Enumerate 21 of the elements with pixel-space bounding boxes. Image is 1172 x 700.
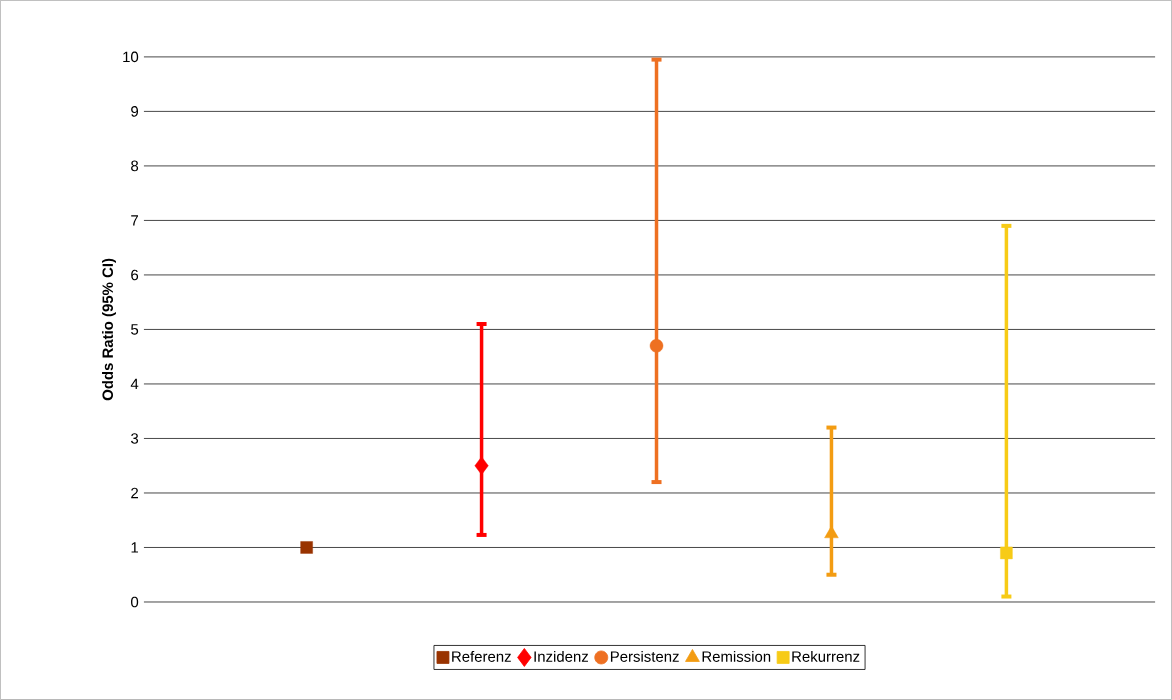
legend-label: Remission [702, 650, 771, 662]
legend-label: Rekurrenz [792, 650, 860, 662]
y-axis-title: Odds Ratio (95% CI) [102, 258, 116, 401]
legend-label: Inzidenz [534, 650, 588, 662]
y-tick-label: 5 [131, 324, 139, 335]
y-tick-label: 3 [131, 433, 139, 444]
y-tick-label: 0 [131, 596, 139, 608]
y-tick-label: 9 [131, 106, 139, 117]
point [1000, 546, 1013, 560]
y-tick-label: 2 [131, 487, 138, 499]
y-tick-label: 6 [131, 269, 139, 281]
y-tick-label: 10 [123, 51, 139, 63]
y-tick-label: 1 [131, 542, 139, 553]
point [474, 456, 489, 475]
point [300, 541, 313, 554]
y-tick-label: 8 [131, 160, 139, 172]
legend-label: Referenz [452, 650, 511, 662]
y-tick-label: 7 [131, 215, 138, 226]
y-tick-label: 4 [130, 378, 139, 390]
legend-label: Persistenz [610, 650, 679, 662]
point [649, 339, 664, 353]
